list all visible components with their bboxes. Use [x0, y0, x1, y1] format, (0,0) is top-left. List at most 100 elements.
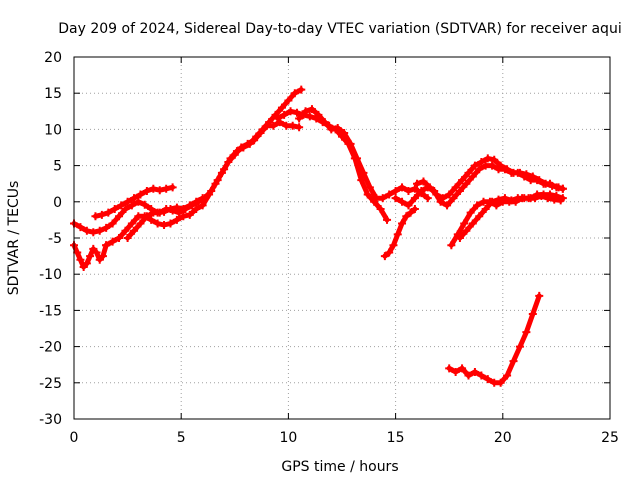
data-point	[213, 176, 222, 185]
data-point	[297, 85, 306, 94]
data-point	[108, 219, 117, 228]
series-arc-1	[70, 194, 207, 237]
series-arc-5	[70, 241, 111, 271]
series-arc-4	[123, 85, 306, 242]
data-point	[110, 205, 119, 214]
data-point	[528, 172, 537, 181]
data-point	[136, 219, 145, 228]
y-tick-label: -5	[48, 231, 62, 247]
data-point	[220, 165, 229, 174]
data-point	[365, 183, 374, 192]
data-point	[438, 194, 447, 203]
data-point	[413, 179, 422, 188]
data-point	[391, 194, 400, 203]
data-point	[265, 118, 274, 127]
data-point	[554, 183, 563, 192]
data-point	[522, 328, 531, 337]
data-point	[468, 219, 477, 228]
data-point	[89, 228, 98, 237]
data-point	[82, 226, 91, 235]
data-point	[314, 110, 323, 119]
data-point	[320, 118, 329, 127]
data-point	[468, 172, 477, 181]
chart-title: Day 209 of 2024, Sidereal Day-to-day VTE…	[58, 21, 621, 37]
data-point	[130, 226, 139, 235]
data-point	[464, 168, 473, 177]
data-point	[483, 375, 492, 384]
data-point	[301, 107, 310, 116]
data-point	[515, 168, 524, 177]
data-point	[226, 154, 235, 163]
data-point	[378, 194, 387, 203]
data-point	[376, 205, 385, 214]
data-series	[70, 85, 567, 387]
data-point	[307, 105, 316, 114]
data-point	[380, 252, 389, 261]
x-axis-label: GPS time / hours	[281, 459, 398, 475]
data-point	[327, 125, 336, 134]
data-point	[277, 103, 286, 112]
data-point	[115, 212, 124, 221]
data-point	[292, 108, 301, 117]
data-point	[136, 190, 145, 199]
data-point	[458, 176, 467, 185]
data-point	[404, 186, 413, 195]
data-point	[503, 165, 512, 174]
data-point	[466, 208, 475, 217]
data-point	[470, 367, 479, 376]
data-point	[383, 215, 392, 224]
data-point	[239, 143, 248, 152]
data-point	[558, 194, 567, 203]
data-point	[295, 123, 304, 132]
data-point	[470, 161, 479, 170]
y-tick-label: -15	[39, 303, 62, 319]
data-point	[488, 161, 497, 170]
data-point	[187, 201, 196, 210]
x-tick-label: 5	[177, 430, 186, 446]
data-point	[155, 186, 164, 195]
data-point	[410, 194, 419, 203]
data-point	[98, 252, 107, 261]
data-point	[102, 241, 111, 250]
data-point	[115, 234, 124, 242]
grid-lines	[74, 57, 610, 419]
data-point	[528, 310, 537, 319]
data-point	[509, 357, 518, 366]
series-arc-8	[380, 205, 419, 261]
data-point	[385, 248, 394, 257]
data-point	[91, 212, 100, 221]
data-point	[181, 205, 190, 214]
data-point	[477, 157, 486, 166]
data-point	[410, 184, 419, 193]
data-point	[406, 208, 415, 217]
data-point	[179, 212, 188, 221]
data-point	[92, 248, 101, 257]
data-point	[73, 248, 82, 257]
data-point	[117, 201, 126, 210]
data-point	[232, 147, 241, 156]
y-tick-label: 0	[53, 195, 62, 211]
data-point	[160, 220, 169, 229]
data-point	[123, 234, 132, 242]
data-point	[417, 186, 426, 195]
data-point	[102, 223, 111, 232]
data-point	[496, 161, 505, 170]
data-point	[284, 96, 293, 105]
data-point	[552, 192, 561, 201]
data-point	[155, 208, 164, 217]
data-point	[295, 114, 304, 123]
data-point	[245, 139, 254, 148]
series-arc-2	[91, 183, 177, 221]
x-tick-label: 0	[70, 430, 79, 446]
data-point	[82, 259, 91, 268]
axis-ticks: 0 5 10 15 20 25 -30 -25 -20 -15 -10 -5 0 5 10 15 20	[39, 50, 619, 446]
data-point	[545, 190, 554, 199]
data-point	[86, 252, 95, 261]
data-point	[353, 154, 362, 163]
data-point	[121, 205, 130, 214]
data-point	[198, 201, 207, 210]
y-tick-label: -20	[39, 340, 62, 356]
data-point	[449, 194, 458, 203]
data-point	[490, 155, 499, 164]
